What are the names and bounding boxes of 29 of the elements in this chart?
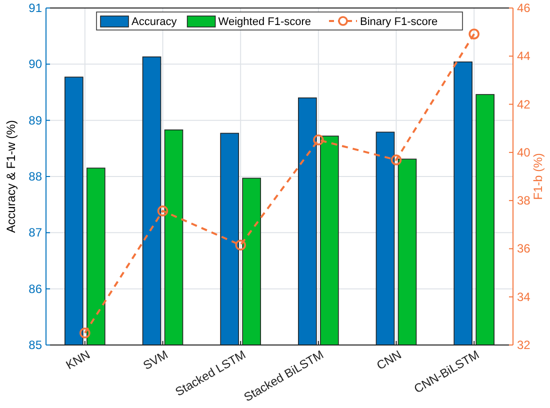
point [157, 206, 168, 216]
y2-tick-label: 36 [517, 242, 531, 256]
y2-tick-label: 38 [517, 194, 531, 208]
point [468, 28, 480, 40]
point [80, 328, 90, 338]
x-tick-label: SVM [140, 347, 170, 373]
y2-tick-label: 34 [517, 290, 531, 304]
y2-tick-label: 46 [517, 1, 531, 15]
legend-label: Accuracy [132, 16, 178, 28]
y-tick-label: 86 [28, 282, 42, 296]
y-tick-label: 90 [28, 57, 42, 72]
y2-tick-label: 42 [517, 97, 531, 112]
x-tick-label: CNN [374, 347, 404, 373]
y-tick-label: 89 [28, 113, 42, 128]
y-tick-label: 85 [28, 338, 42, 352]
point [313, 134, 324, 146]
y2-tick-label: 44 [517, 49, 531, 64]
point [235, 240, 246, 251]
y-tick-label: 91 [28, 1, 42, 15]
y2-axis-title: F1-b (%) [531, 153, 545, 200]
legend-label: Weighted F1-score [218, 16, 312, 28]
y2-tick-label: 32 [517, 338, 531, 352]
y2-tick-label: 40 [517, 145, 531, 160]
y-tick-label: 87 [28, 226, 42, 240]
y-tick-label: 88 [28, 170, 42, 184]
x-tick-label: KNN [63, 347, 92, 372]
y-axis-title: Accuracy & F1-w (%) [4, 120, 18, 233]
legend-label: Binary F1-score [360, 16, 438, 28]
point [390, 154, 402, 166]
